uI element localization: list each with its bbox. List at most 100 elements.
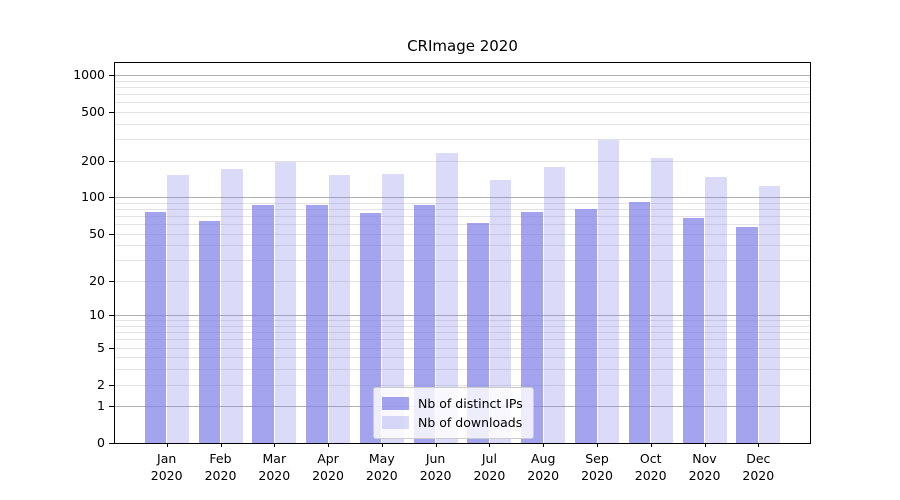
y-tick-mark bbox=[109, 443, 114, 444]
bar-downloads bbox=[436, 153, 458, 443]
bar-distinct-ips bbox=[144, 211, 167, 443]
legend-swatch-downloads bbox=[382, 416, 409, 429]
gridline-major bbox=[115, 197, 810, 199]
y-tick-mark bbox=[109, 233, 114, 235]
gridline-minor bbox=[115, 87, 810, 88]
x-tick-mark bbox=[597, 443, 598, 447]
legend-item-distinct-ips: Nb of distinct IPs bbox=[382, 394, 523, 413]
x-tick-label: Jun 2020 bbox=[419, 451, 452, 483]
chart-title: CRImage 2020 bbox=[407, 37, 518, 55]
y-tick-mark bbox=[109, 197, 114, 199]
gridline-minor bbox=[115, 80, 810, 82]
bar-distinct-ips bbox=[413, 204, 436, 443]
x-tick-mark bbox=[758, 443, 760, 447]
y-tick-label: 5 bbox=[97, 339, 105, 355]
gridline-minor bbox=[115, 245, 810, 247]
bar-downloads bbox=[597, 140, 619, 443]
x-tick-mark bbox=[381, 443, 383, 447]
gridline-minor bbox=[115, 160, 810, 162]
bar-distinct-ips bbox=[575, 209, 597, 443]
plot-area: Nb of distinct IPs Nb of downloads bbox=[114, 62, 811, 444]
bar-downloads bbox=[758, 185, 781, 443]
y-tick-label: 500 bbox=[81, 104, 105, 119]
y-tick-mark bbox=[109, 75, 114, 77]
y-tick-label: 20 bbox=[89, 272, 105, 288]
gridline-minor bbox=[115, 347, 810, 349]
bar-distinct-ips bbox=[306, 205, 328, 443]
gridline-minor bbox=[115, 332, 810, 334]
y-tick-mark bbox=[109, 280, 114, 282]
gridline-minor bbox=[115, 94, 810, 96]
bar-distinct-ips bbox=[359, 213, 382, 443]
x-tick-mark bbox=[435, 443, 437, 447]
legend-label-downloads: Nb of downloads bbox=[418, 415, 523, 430]
x-tick-mark bbox=[328, 443, 329, 447]
y-tick-label: 2 bbox=[97, 376, 105, 392]
y-tick-mark bbox=[109, 112, 114, 113]
y-tick-mark bbox=[109, 406, 114, 408]
bar-downloads bbox=[328, 174, 350, 443]
x-tick-label: Mar 2020 bbox=[258, 451, 291, 483]
y-tick-label: 10 bbox=[89, 307, 105, 323]
y-tick-label: 50 bbox=[89, 225, 105, 241]
bar-distinct-ips bbox=[682, 217, 704, 443]
y-tick-label: 1000 bbox=[73, 67, 105, 83]
x-tick-mark bbox=[704, 443, 706, 447]
gridline-major bbox=[115, 315, 810, 317]
bar-downloads bbox=[167, 174, 189, 443]
bar-distinct-ips bbox=[198, 220, 220, 443]
x-tick-label: Feb 2020 bbox=[204, 451, 237, 483]
gridline-minor bbox=[115, 326, 810, 327]
bar-downloads bbox=[651, 158, 673, 443]
x-tick-mark bbox=[489, 443, 491, 447]
gridline-minor bbox=[115, 209, 810, 210]
gridline-minor bbox=[115, 320, 810, 322]
gridline-minor bbox=[115, 123, 810, 125]
gridline-minor bbox=[115, 233, 810, 235]
gridline-major bbox=[115, 75, 810, 77]
bar-downloads bbox=[382, 173, 404, 443]
legend-item-downloads: Nb of downloads bbox=[382, 413, 523, 432]
gridline-minor bbox=[115, 339, 810, 341]
x-tick-mark bbox=[166, 443, 168, 447]
bar-distinct-ips bbox=[252, 204, 274, 443]
bar-downloads bbox=[221, 169, 243, 443]
x-tick-mark bbox=[543, 443, 545, 447]
x-tick-label: May 2020 bbox=[365, 451, 398, 483]
x-tick-label: Dec 2020 bbox=[742, 451, 775, 483]
x-tick-label: Oct 2020 bbox=[634, 451, 667, 483]
y-tick-label: 0 bbox=[97, 435, 105, 450]
y-tick-mark bbox=[109, 384, 114, 386]
gridline-minor bbox=[115, 202, 810, 204]
bar-distinct-ips bbox=[628, 201, 651, 443]
x-tick-label: Jul 2020 bbox=[473, 451, 506, 483]
x-tick-label: Aug 2020 bbox=[527, 451, 560, 483]
x-tick-mark bbox=[650, 443, 652, 447]
gridline-minor bbox=[115, 216, 810, 217]
x-tick-mark bbox=[220, 443, 222, 447]
bar-downloads bbox=[543, 166, 566, 443]
legend: Nb of distinct IPs Nb of downloads bbox=[373, 387, 534, 439]
bar-distinct-ips bbox=[521, 211, 543, 443]
gridline-minor bbox=[115, 357, 810, 359]
gridline-minor bbox=[115, 112, 810, 113]
gridline-minor bbox=[115, 260, 810, 262]
gridline-minor bbox=[115, 280, 810, 282]
x-tick-mark bbox=[274, 443, 276, 447]
bar-distinct-ips bbox=[736, 226, 758, 443]
y-tick-mark bbox=[109, 160, 114, 162]
x-tick-label: Nov 2020 bbox=[688, 451, 721, 483]
legend-label-distinct-ips: Nb of distinct IPs bbox=[418, 396, 523, 411]
legend-swatch-distinct-ips bbox=[382, 397, 409, 410]
y-tick-mark bbox=[109, 315, 114, 317]
bar-downloads bbox=[705, 176, 727, 443]
x-tick-label: Sep 2020 bbox=[581, 451, 613, 483]
y-tick-label: 100 bbox=[81, 189, 105, 205]
gridline-minor bbox=[115, 102, 810, 104]
x-tick-label: Jan 2020 bbox=[150, 451, 183, 483]
gridline-minor bbox=[115, 224, 810, 226]
gridline-minor bbox=[115, 139, 810, 141]
bar-downloads bbox=[489, 179, 512, 443]
y-tick-mark bbox=[109, 347, 114, 349]
